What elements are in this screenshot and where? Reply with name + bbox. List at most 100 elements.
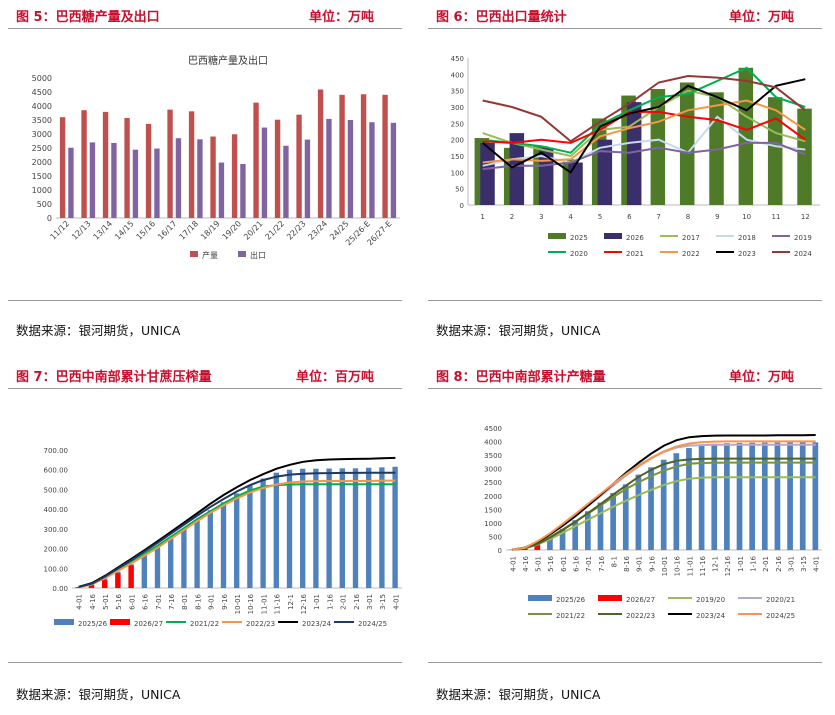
- chart-title: 巴西糖产量及出口: [188, 54, 268, 67]
- bar-2025/26: [273, 472, 279, 588]
- x-tick-label: 22/23: [285, 219, 308, 242]
- unit-label: 单位：百万吨: [295, 370, 374, 385]
- line-2019: [482, 141, 806, 171]
- legend-label: 2023/24: [302, 620, 332, 628]
- bar-产量: [145, 123, 152, 218]
- bar-2025/26: [286, 469, 293, 588]
- bar-2025/26: [260, 478, 266, 588]
- x-tick-label: 7: [656, 213, 660, 221]
- bar-2025/26: [660, 459, 667, 550]
- source-note: 数据来源：银河期货，UNICA: [16, 687, 181, 702]
- bar-出口: [218, 162, 225, 218]
- y-tick-label: 1500: [484, 506, 502, 514]
- panel-brazil-sugar-output-export: 图 5：巴西糖产量及出口 单位：万吨 巴西糖产量及出口 0 500 1000 1500 2…: [0, 0, 410, 350]
- legend-label: 2020: [570, 250, 588, 258]
- bar-2025/26: [247, 485, 253, 588]
- y-tick-label: 600.00: [44, 467, 69, 475]
- x-tick-label: 20/21: [242, 219, 265, 242]
- x-tick-label: 12-1: [712, 556, 720, 572]
- x-tick-label: 1-01: [313, 594, 321, 610]
- x-tick-label: 16/17: [156, 219, 179, 242]
- divider: [428, 300, 822, 301]
- bar-2025/26: [326, 468, 332, 588]
- bar-产量: [124, 118, 130, 218]
- panel-brazil-export-stats: 图 6：巴西出口量统计 单位：万吨 0 50 100 150 200 250 300 350 4…: [420, 0, 830, 350]
- bar-2026/27: [88, 585, 95, 588]
- chart-brazil-sugar-output-export: 巴西糖产量及出口 0 500 1000 1500 2000 2500 3000 3500 4000…: [32, 54, 400, 260]
- bar-2025/26: [547, 536, 553, 550]
- bar-2025/26: [141, 555, 147, 588]
- bar-2025: [738, 67, 754, 205]
- line-2020: [482, 66, 806, 154]
- bar-2026: [480, 142, 495, 205]
- bar-2025/26: [774, 442, 781, 550]
- bar-2025/26: [194, 519, 200, 588]
- y-tick-label: 200.00: [44, 546, 69, 554]
- bar-2025/26: [352, 468, 359, 588]
- y-tick-label: 500.00: [44, 486, 69, 494]
- y-tick-label: 1000: [484, 520, 502, 528]
- bar-2025/26: [572, 520, 579, 550]
- legend-label: 2017: [682, 234, 700, 242]
- bar-产量: [188, 111, 195, 218]
- bar-出口: [132, 149, 139, 218]
- x-tick-label: 18/19: [199, 219, 222, 242]
- y-tick-label: 300: [451, 104, 464, 112]
- y-tick-label: 0: [460, 202, 464, 210]
- unit-label: 单位：万吨: [308, 10, 374, 25]
- line-2022/23: [512, 457, 816, 551]
- y-tick-label: 3500: [32, 116, 52, 125]
- legend-label: 2022/23: [246, 620, 275, 628]
- bar-2025/26: [648, 467, 654, 550]
- bar-产量: [339, 94, 345, 218]
- x-tick-label: 3: [539, 213, 543, 221]
- x-tick-label: 4-01: [509, 556, 517, 572]
- x-tick-label: 10-01: [661, 556, 669, 576]
- line-2022/23: [78, 479, 396, 589]
- x-tick-label: 19/20: [220, 219, 243, 242]
- bar-出口: [68, 147, 74, 218]
- source-note: 数据来源：银河期货，UNICA: [16, 323, 181, 338]
- legend-label: 2021: [626, 250, 644, 258]
- x-tick-label: 9-16: [648, 555, 656, 571]
- x-tick-label: 7-16: [598, 555, 606, 571]
- bar-2025/26: [300, 468, 306, 588]
- legend-label: 2026/27: [134, 620, 163, 628]
- x-tick-label: 3-15: [800, 556, 808, 572]
- source-note: 数据来源：银河期货，UNICA: [436, 323, 601, 338]
- legend-label: 2019/20: [696, 596, 725, 604]
- bar-产量: [360, 94, 367, 218]
- bar-出口: [347, 120, 354, 218]
- x-tick-label: 11-16: [699, 555, 707, 576]
- bar-2025/26: [168, 537, 174, 588]
- y-tick-label: 4000: [32, 102, 52, 111]
- bar-2026/27: [102, 580, 108, 588]
- bar-2025/26: [673, 453, 680, 550]
- x-tick-label: 6-01: [128, 594, 136, 610]
- x-tick-label: 5-01: [535, 556, 543, 572]
- bar-出口: [304, 139, 311, 218]
- x-tick-label: 3-01: [366, 594, 374, 610]
- bar-产量: [231, 134, 238, 218]
- x-tick-label: 8-16: [194, 593, 202, 609]
- unit-label: 单位：万吨: [728, 10, 794, 25]
- bar-2026: [538, 147, 554, 205]
- y-tick-label: 2500: [484, 479, 502, 487]
- x-tick-label: 7-01: [155, 594, 163, 610]
- bar-2025/26: [379, 467, 385, 588]
- x-tick-label: 2-01: [340, 594, 348, 610]
- legend-label: 2020/21: [766, 596, 795, 604]
- bar-产量: [210, 136, 216, 218]
- y-tick-label: 4000: [484, 439, 502, 447]
- bar-2025/26: [585, 511, 591, 550]
- bar-2025/26: [622, 484, 629, 550]
- legend-label: 2018: [738, 234, 756, 242]
- bar-产量: [317, 89, 324, 218]
- bar-产量: [102, 111, 109, 218]
- y-tick-label: 300.00: [44, 526, 69, 534]
- legend-label: 2024: [794, 250, 812, 258]
- x-tick-label: 8-1: [610, 556, 618, 567]
- y-tick-label: 2000: [484, 493, 502, 501]
- bar-产量: [296, 114, 302, 218]
- x-tick-label: 10-16: [247, 593, 255, 614]
